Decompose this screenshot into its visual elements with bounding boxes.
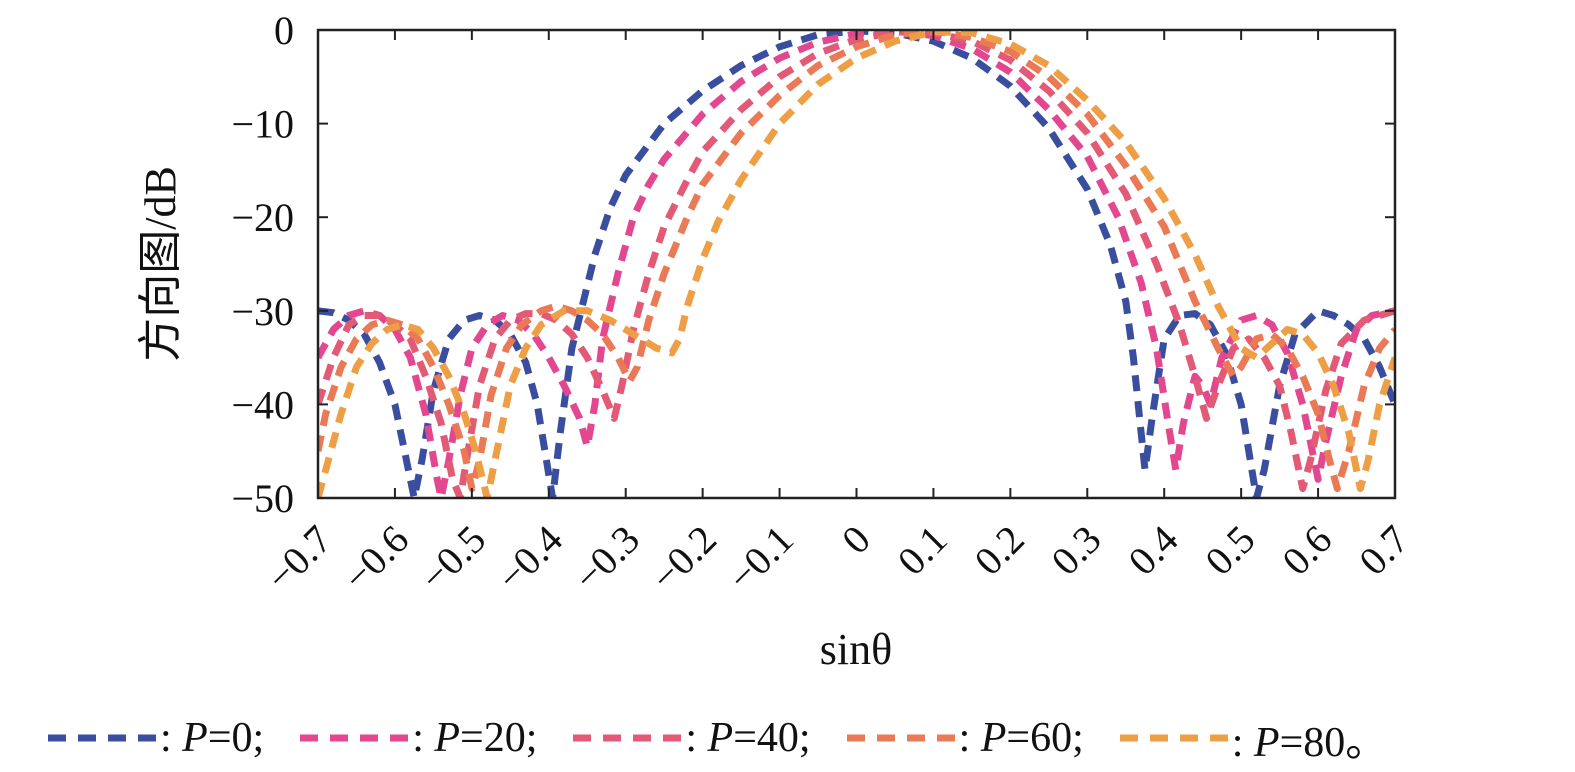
- y-axis: 0 −10 −20 −30 −40 −50: [231, 8, 1395, 521]
- x-axis: −0.7−0.6−0.5−0.4−0.3−0.2−0.1 0 0.1 0.2 0.3 0.…: [257, 30, 1417, 600]
- legend-label: : P=40;: [685, 715, 811, 761]
- legend-swatch: [48, 734, 156, 742]
- plot-frame: [316, 28, 1397, 500]
- x-tick-label: −0.1: [719, 517, 802, 600]
- legend-label: : P=80。: [1231, 719, 1388, 766]
- x-tick-label: −0.4: [488, 517, 571, 600]
- pattern-chart: −0.7−0.6−0.5−0.4−0.3−0.2−0.1 0 0.1 0.2 0.3 0.…: [136, 8, 1417, 674]
- legend-item: : P=0;: [48, 714, 264, 762]
- series-line-3: [318, 30, 1395, 498]
- y-tick-label: −20: [231, 195, 294, 240]
- x-tick-label: −0.3: [565, 517, 648, 600]
- series-line-2: [318, 30, 1395, 498]
- y-tick-label: −30: [231, 289, 294, 334]
- x-tick-label: 0.5: [1196, 517, 1263, 584]
- legend-swatch: [846, 734, 955, 742]
- x-tick-label: −0.2: [642, 517, 725, 600]
- x-tick-label: −0.5: [411, 517, 494, 600]
- x-tick-label: −0.6: [334, 517, 417, 600]
- legend-swatch: [573, 734, 682, 742]
- x-tick-label: −0.7: [257, 517, 340, 600]
- legend-item: : P=60;: [846, 714, 1084, 762]
- series-layer: [318, 30, 1395, 498]
- series-line-4: [318, 30, 1395, 493]
- y-tick-label: −50: [231, 476, 294, 521]
- legend-label: : P=0;: [160, 715, 265, 761]
- y-tick-label: −10: [231, 102, 294, 147]
- x-tick-label: 0.2: [966, 517, 1033, 584]
- x-axis-title: sinθ: [820, 625, 892, 674]
- x-tick-label: 0: [833, 517, 879, 563]
- legend-item: : P=40;: [573, 714, 811, 762]
- legend-swatch: [300, 734, 409, 742]
- series-line-1: [318, 30, 1395, 498]
- x-tick-label: 0.1: [889, 517, 956, 584]
- y-tick-label: −40: [231, 382, 294, 427]
- legend-item: : P=20;: [300, 714, 537, 762]
- x-tick-label: 0.3: [1042, 517, 1109, 584]
- legend-swatch: [1119, 734, 1228, 742]
- legend-label: : P=20;: [412, 715, 538, 761]
- x-tick-label: 0.7: [1350, 517, 1417, 584]
- y-tick-label: 0: [274, 8, 294, 53]
- x-tick-label: 0.4: [1119, 517, 1186, 584]
- x-tick-label: 0.6: [1273, 517, 1340, 584]
- y-axis-title: 方向图/dB: [136, 166, 185, 362]
- series-line-5: [318, 30, 1395, 498]
- legend: : P=0; : P=20; : P=40; : P=60; : P=80。: [48, 712, 1387, 766]
- legend-label: : P=60;: [958, 715, 1084, 761]
- legend-item: : P=80。: [1119, 708, 1388, 769]
